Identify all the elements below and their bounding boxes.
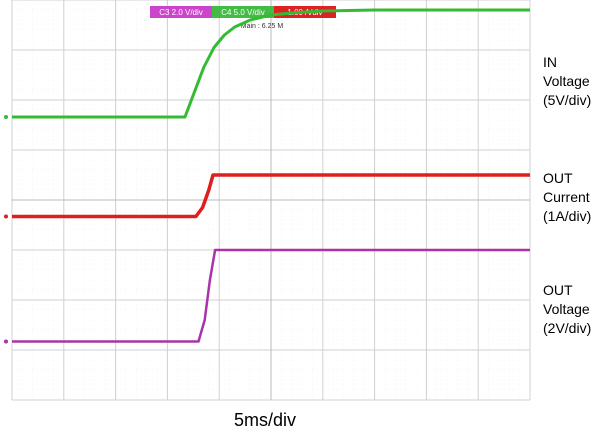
trace-out-voltage [12, 248, 530, 343]
channel-c4-scale: C4 5.0 V/div [221, 8, 265, 17]
channel-box-c3 [150, 6, 212, 18]
traces [12, 8, 530, 343]
channel-markers [4, 115, 8, 344]
legend-out-current: OUT Current (1A/div) [543, 169, 591, 226]
timebase-readout: Main : 6.25 M [241, 23, 284, 30]
trace-out-current [12, 173, 530, 219]
channel-c3-scale: C3 2.0 V/div [159, 8, 203, 17]
legend-out-current-line-3: (1A/div) [543, 208, 592, 224]
legend-in-voltage-line-3: (5V/div) [543, 92, 592, 108]
marker-out-current [4, 214, 8, 219]
grid [11, 0, 531, 401]
legend-out-voltage-line-1: OUT [543, 282, 573, 298]
channel-box-c4 [212, 6, 274, 18]
plot-background [0, 0, 530, 410]
legend-in-voltage: IN Voltage (5V/div) [543, 53, 591, 110]
marker-out-voltage [4, 339, 8, 344]
marker-in-voltage [4, 115, 8, 119]
legend-in-voltage-line-1: IN [543, 54, 557, 70]
oscilloscope-plot: C3 2.0 V/div C4 5.0 V/div 1.00 A/div Mai… [0, 0, 531, 410]
x-axis-label: 5ms/div [233, 410, 296, 430]
legend-out-voltage-line-2: Voltage [543, 301, 590, 317]
legend-out-voltage-line-3: (2V/div) [543, 320, 592, 336]
trace-in-voltage [12, 8, 530, 119]
legend-out-current-line-2: Current [543, 189, 590, 205]
legend-out-current-line-1: OUT [543, 170, 573, 186]
legend-out-voltage: OUT Voltage (2V/div) [543, 281, 591, 338]
legend-in-voltage-line-2: Voltage [543, 73, 590, 89]
